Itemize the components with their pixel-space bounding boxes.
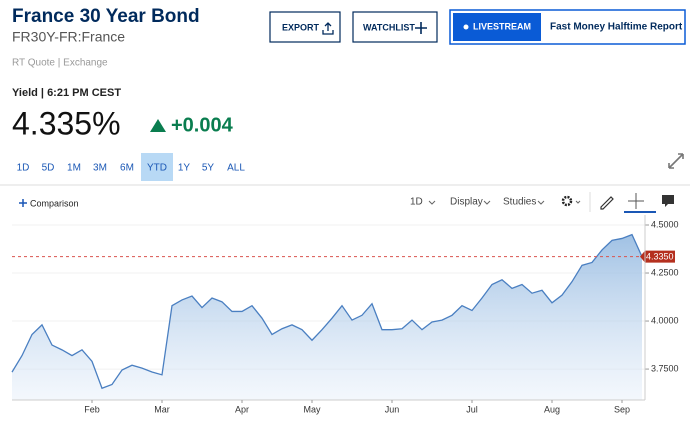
x-tick-label: Jul — [466, 404, 478, 414]
range-button[interactable]: 5Y — [202, 163, 215, 174]
livestream-label: LIVESTREAM — [473, 21, 531, 31]
x-tick-label: Sep — [614, 404, 630, 414]
change: +0.004 — [171, 114, 234, 136]
export-button[interactable]: EXPORT — [269, 11, 341, 43]
crosshair-icon[interactable] — [628, 193, 644, 209]
plus-icon — [415, 22, 427, 34]
line — [11, 233, 643, 390]
live-dot — [463, 24, 469, 30]
price: 4.335% — [12, 105, 121, 141]
range-selector: 1D 5D 1M 3M 6M YTD 1Y 5Y ALL — [17, 153, 245, 181]
y-tick-label: 4.0000 — [651, 315, 679, 325]
y-tick-label: 4.5000 — [651, 219, 679, 229]
studies[interactable]: Studies — [503, 197, 536, 208]
comparison[interactable]: Comparison — [30, 198, 79, 208]
range-button[interactable]: 1Y — [178, 163, 191, 174]
up-arrow — [150, 119, 166, 132]
symbol: FR30Y-FR:France — [12, 29, 125, 45]
export-label: EXPORT — [282, 22, 320, 32]
range-button[interactable]: 1D — [17, 163, 30, 174]
export-icon — [322, 22, 334, 35]
x-tick-label: Apr — [235, 404, 249, 414]
title: France 30 Year Bond — [12, 6, 200, 27]
show-title: Fast Money Halftime Report — [550, 22, 683, 33]
toolbar: Comparison 1D Display Studies — [19, 192, 674, 213]
range-button[interactable]: 5D — [42, 163, 55, 174]
y-tick-label: 4.2500 — [651, 267, 679, 277]
x-tick-label: Mar — [154, 404, 170, 414]
watchlist-label: WATCHLIST — [363, 22, 415, 32]
area-fill — [12, 234, 642, 400]
x-tick-label: Feb — [84, 404, 100, 414]
range-button[interactable]: 6M — [120, 163, 134, 174]
x-tick-label: May — [303, 404, 321, 414]
watchlist-button[interactable]: WATCHLIST — [352, 11, 438, 43]
chart: 3.7500 4.0000 4.2500 4.5000 4.3350 Feb Mar Apr M… — [11, 215, 679, 414]
range-button[interactable]: 1M — [67, 163, 81, 174]
quote-note: RT Quote | Exchange — [12, 58, 108, 69]
interval[interactable]: 1D — [410, 197, 423, 208]
caret — [483, 200, 491, 205]
range-active — [141, 153, 173, 181]
yield-label: Yield | 6:21 PM CEST — [12, 87, 121, 99]
caret — [575, 200, 581, 204]
x-tick-label: Aug — [544, 404, 560, 414]
caret — [428, 200, 436, 205]
reference-tag — [640, 250, 675, 263]
range-button[interactable]: 3M — [93, 163, 107, 174]
comparison-plus — [19, 199, 27, 207]
draw-icon[interactable] — [600, 196, 614, 210]
settings-icon[interactable] — [561, 195, 573, 207]
y-tick-label: 3.7500 — [651, 363, 679, 373]
comment-icon[interactable] — [662, 195, 674, 207]
range-button[interactable]: YTD — [147, 163, 167, 174]
x-tick-label: Jun — [385, 404, 400, 414]
range-button[interactable]: ALL — [227, 163, 245, 174]
livestream-banner[interactable]: LIVESTREAM Fast Money Halftime Report — [449, 9, 686, 45]
expand-icon[interactable] — [668, 153, 684, 169]
caret — [537, 200, 545, 205]
reference-label: 4.3350 — [646, 252, 674, 262]
display[interactable]: Display — [450, 197, 483, 208]
